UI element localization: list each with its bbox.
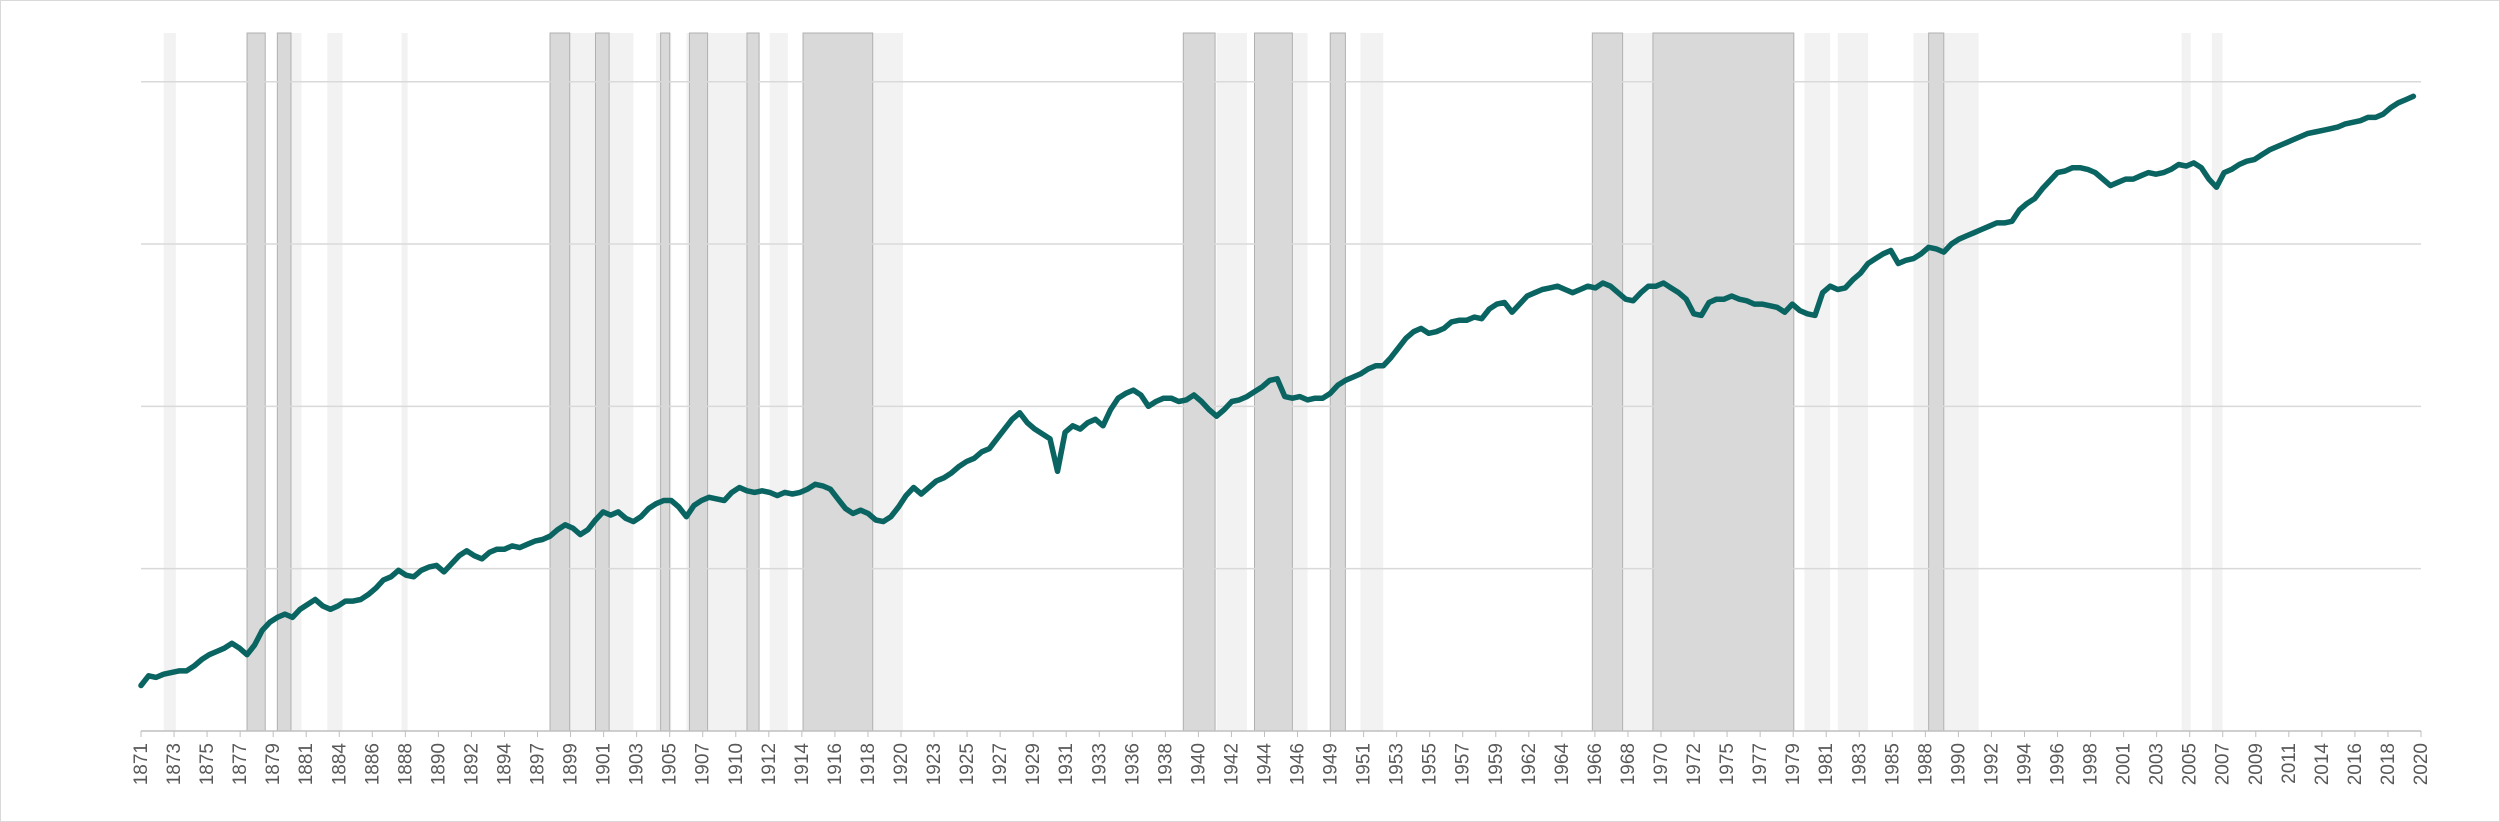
- x-tick-label: 1977: [1750, 743, 1771, 785]
- x-tick-label: 1942: [1221, 743, 1242, 785]
- band-dark-1: [276, 32, 292, 732]
- x-tick-label: 2011: [2279, 743, 2300, 784]
- x-tick-label: 1897: [528, 743, 549, 785]
- x-tick-label: 1951: [1354, 743, 1375, 785]
- band-light-3: [401, 33, 408, 731]
- band-light-0: [163, 33, 176, 731]
- band-dark-6: [746, 32, 760, 732]
- x-tick-label: 1875: [197, 743, 218, 785]
- band-light-9: [1216, 33, 1247, 731]
- x-tick-label: 1918: [858, 743, 879, 785]
- x-tick-label: 1903: [627, 743, 648, 785]
- x-tick-label: 1890: [428, 743, 449, 785]
- x-tick-label: 1938: [1155, 743, 1176, 785]
- x-tick-label: 1894: [495, 743, 516, 786]
- band-dark-11: [1591, 32, 1624, 732]
- x-tick-label: 1946: [1288, 743, 1309, 785]
- x-tick-label: 2009: [2246, 743, 2267, 785]
- x-tick-label: 1901: [594, 743, 615, 785]
- x-tick-label: 1949: [1321, 743, 1342, 785]
- shaded-bands-dark: [246, 32, 1945, 732]
- x-tick-label: 1955: [1420, 743, 1441, 785]
- x-tick-label: 1931: [1056, 743, 1077, 785]
- x-tick-label: 1962: [1519, 743, 1540, 785]
- x-tick-label: 1985: [1882, 743, 1903, 785]
- x-tick-label: 1983: [1849, 743, 1870, 785]
- x-tick-label: 1877: [230, 743, 251, 785]
- gridlines: [141, 80, 2421, 570]
- band-light-7: [769, 33, 788, 731]
- band-dark-3: [594, 32, 610, 732]
- band-light-15: [1913, 33, 1979, 731]
- x-tick-label: 2001: [2114, 743, 2135, 785]
- x-tick-label: 1996: [2048, 743, 2069, 785]
- x-tick-label: 1968: [1618, 743, 1639, 785]
- x-tick-label: 1940: [1188, 743, 1209, 785]
- x-tick-label: 2014: [2312, 743, 2333, 786]
- x-tick-label: 1881: [296, 743, 317, 785]
- x-tick-label: 1972: [1684, 743, 1705, 785]
- x-tick-label: 2005: [2180, 743, 2201, 785]
- x-tick-label: 1905: [660, 743, 681, 785]
- x-tick-label: 1920: [891, 743, 912, 785]
- x-tick-label: 1929: [1023, 743, 1044, 785]
- band-light-11: [1360, 33, 1384, 731]
- x-tick-label: 1970: [1651, 743, 1672, 785]
- x-tick-label: 1925: [957, 743, 978, 785]
- x-tick-label: 2020: [2411, 743, 2432, 785]
- x-tick-label: 1944: [1255, 743, 1276, 786]
- x-tick-label: 1927: [990, 743, 1011, 785]
- x-tick-label: 1899: [561, 743, 582, 785]
- x-tick-label: 1884: [329, 743, 350, 786]
- x-tick-label: 1888: [395, 743, 416, 785]
- x-tick-label: 1916: [825, 743, 846, 785]
- series-line-0: [138, 93, 2417, 689]
- x-tick-labels: 1871 1873 1875 1877 1879 1881 1884 1886 1888 1890…: [131, 731, 2432, 785]
- band-dark-2: [549, 32, 571, 732]
- band-light-16: [2181, 33, 2191, 731]
- x-tick-label: 1964: [1552, 743, 1573, 786]
- x-tick-label: 1992: [1981, 743, 2002, 785]
- x-tick-label: 1959: [1486, 743, 1507, 785]
- band-light-2: [327, 33, 343, 731]
- x-tick-label: 1910: [726, 743, 747, 785]
- band-dark-5: [688, 32, 709, 732]
- band-dark-4: [660, 32, 671, 732]
- x-tick-label: 2003: [2147, 743, 2168, 785]
- x-tick-label: 1933: [1089, 743, 1110, 785]
- x-tick-label: 1953: [1387, 743, 1408, 785]
- x-tick-label: 1923: [924, 743, 945, 785]
- x-tick-label: 1892: [461, 743, 482, 785]
- series-layer: [138, 93, 2417, 689]
- x-tick-label: 1912: [759, 743, 780, 785]
- x-tick-label: 1994: [2015, 743, 2036, 786]
- x-tick-label: 1871: [131, 743, 152, 785]
- band-light-13: [1804, 33, 1831, 731]
- x-tick-label: 1914: [792, 743, 813, 786]
- band-dark-7: [802, 32, 874, 732]
- x-tick-label: 1936: [1122, 743, 1143, 785]
- x-tick-label: 1873: [164, 743, 185, 785]
- x-tick-label: 1975: [1717, 743, 1738, 785]
- band-dark-8: [1182, 32, 1216, 732]
- x-tick-label: 2018: [2378, 743, 2399, 785]
- x-tick-label: 1981: [1816, 743, 1837, 785]
- band-dark-13: [1928, 32, 1945, 732]
- x-tick-label: 1907: [693, 743, 714, 785]
- x-tick-label: 1979: [1783, 743, 1804, 785]
- x-tick-label: 1879: [263, 743, 284, 785]
- x-tick-label: 1957: [1453, 743, 1474, 785]
- x-tick-label: 2007: [2213, 743, 2234, 785]
- x-tick-label: 1998: [2081, 743, 2102, 785]
- x-tick-label: 1886: [362, 743, 383, 785]
- band-dark-12: [1652, 32, 1795, 732]
- x-tick-label: 1990: [1948, 743, 1969, 785]
- x-tick-label: 2016: [2345, 743, 2366, 785]
- x-tick-label: 1966: [1585, 743, 1606, 785]
- x-tick-label: 1988: [1915, 743, 1936, 785]
- band-light-17: [2211, 33, 2223, 731]
- band-light-14: [1837, 33, 1869, 731]
